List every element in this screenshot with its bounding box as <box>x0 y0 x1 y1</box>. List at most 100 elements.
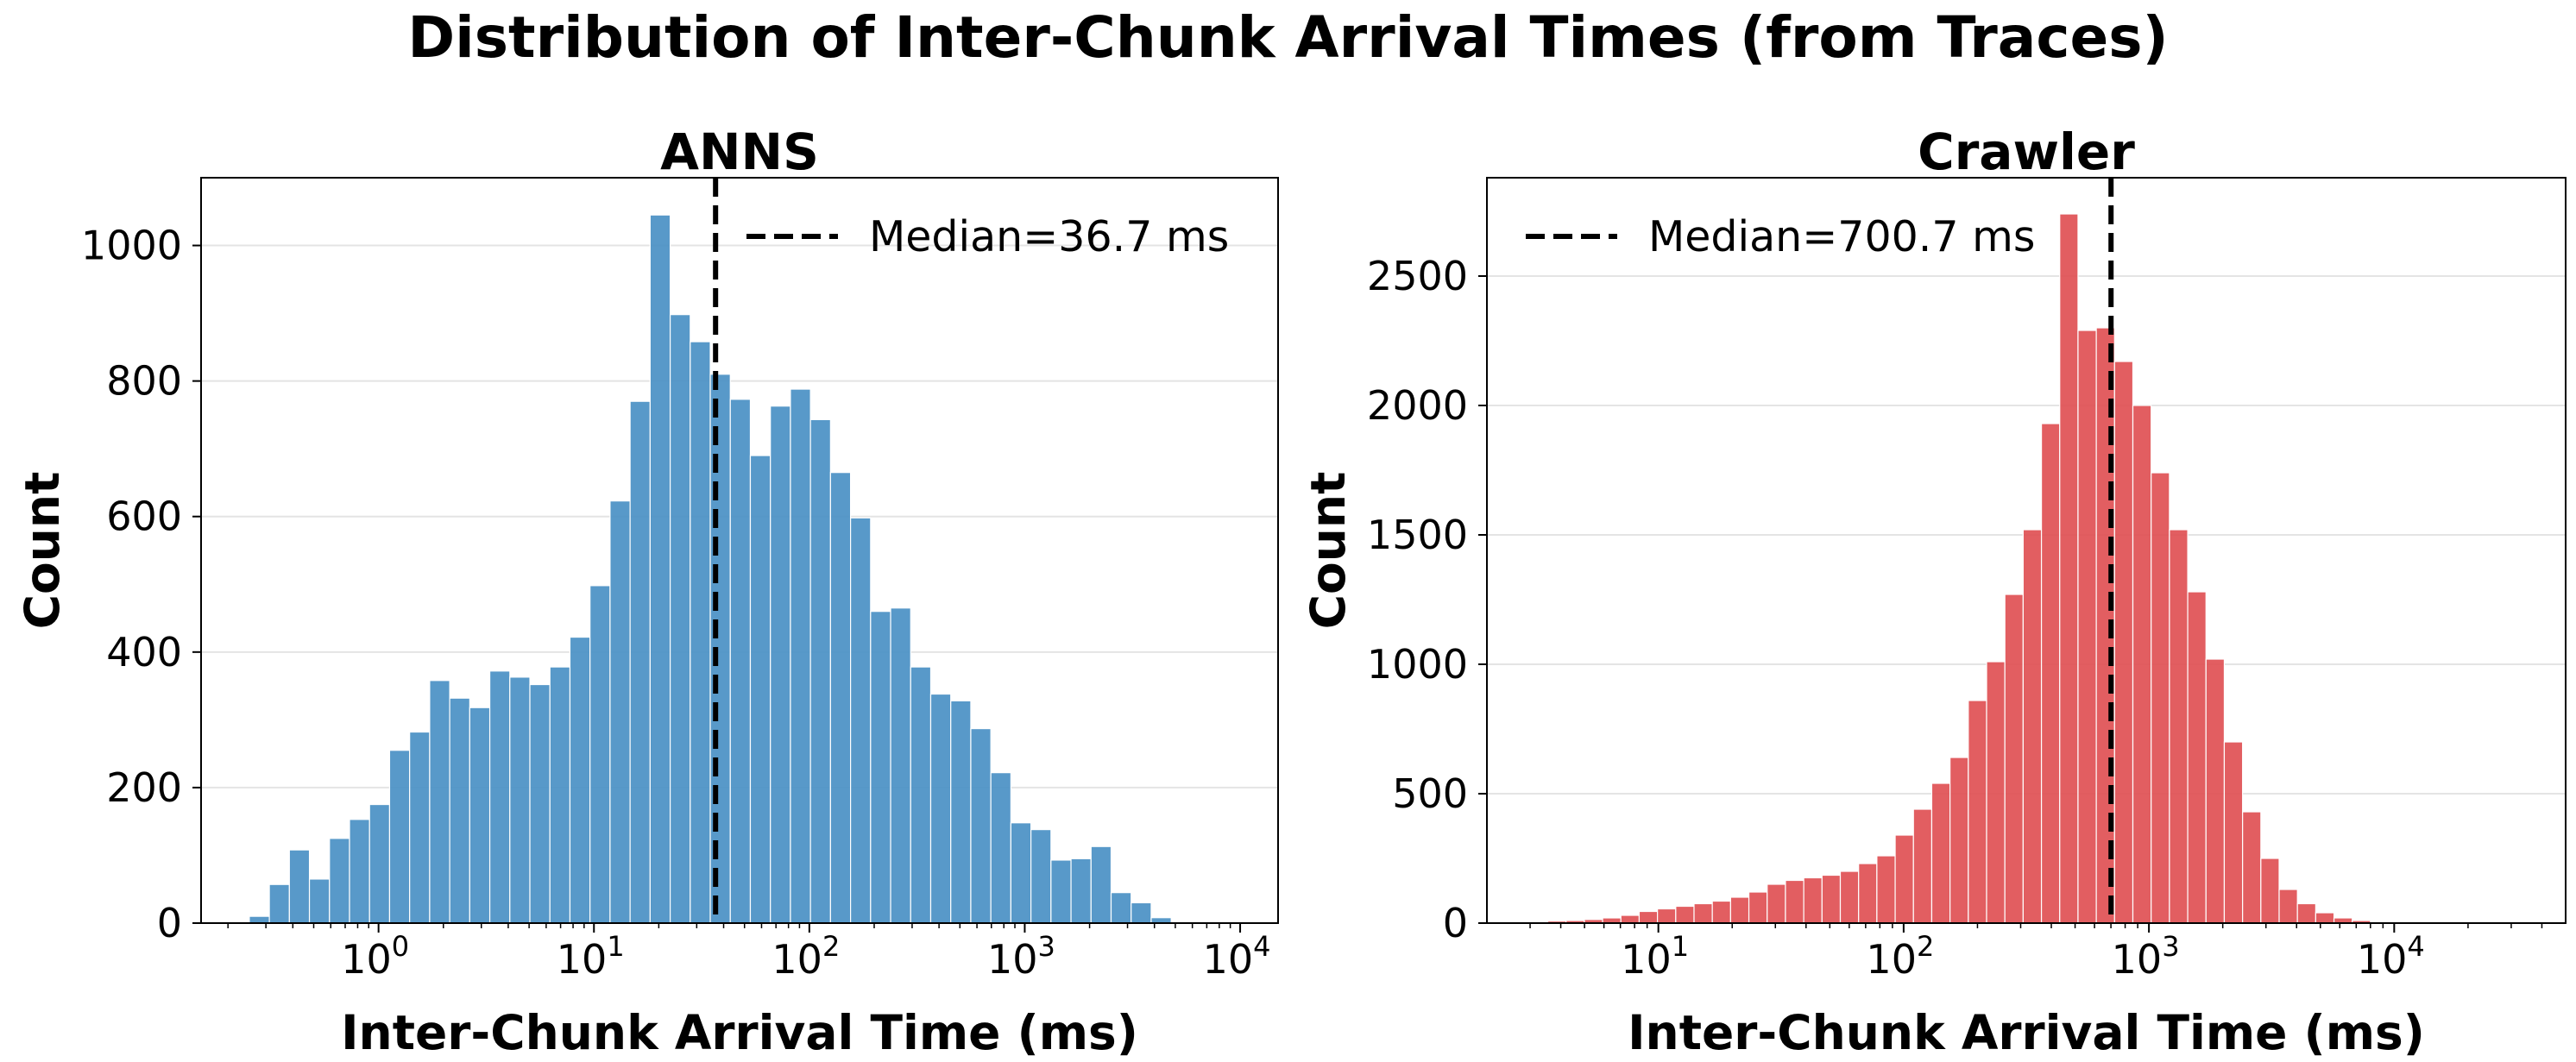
y-tick-label: 400 <box>106 629 182 676</box>
histogram-bar <box>1050 859 1072 924</box>
histogram-bar <box>1693 902 1713 924</box>
histogram-bar <box>449 697 470 924</box>
histogram-bar <box>268 883 290 924</box>
histogram-bar <box>1675 905 1695 924</box>
x-tick-label: 102 <box>1866 930 1934 983</box>
subplot-title: ANNS <box>660 123 819 181</box>
x-tick-label: 100 <box>341 930 409 983</box>
y-axis-label: Count <box>15 472 70 630</box>
histogram-bar <box>589 585 611 924</box>
histogram-bar <box>1638 910 1659 924</box>
histogram-bar <box>829 472 852 924</box>
histogram-bar <box>349 819 370 924</box>
histogram-bar <box>849 517 872 924</box>
x-tick-label: 103 <box>2112 930 2180 983</box>
legend-median-label: Median=700.7 ms <box>1648 212 2035 261</box>
histogram-bar <box>2059 213 2079 924</box>
histogram-bar <box>770 405 791 924</box>
histogram-bar <box>308 878 331 924</box>
histogram-bar <box>529 683 551 924</box>
histogram-bar <box>329 838 350 924</box>
histogram-bar <box>1912 808 1933 924</box>
histogram-bar <box>2169 529 2189 924</box>
histogram-bar <box>2187 591 2207 924</box>
histogram-bar <box>509 676 531 924</box>
x-axis-label: Inter-Chunk Arrival Time (ms) <box>1628 1005 2425 1060</box>
histogram-bar <box>929 693 952 924</box>
plot-frame <box>1486 177 2567 924</box>
histogram-bar <box>2223 741 2244 924</box>
y-axis-label: Count <box>1301 472 1356 630</box>
y-tick-label: 1500 <box>1367 512 1468 558</box>
histogram-bar <box>1729 896 1750 924</box>
histogram-bar <box>1657 908 1677 924</box>
histogram-bar <box>1876 855 1896 924</box>
y-tick-label: 600 <box>106 493 182 540</box>
histogram-bar <box>469 707 491 924</box>
histogram-bar <box>2260 858 2280 924</box>
histogram-bar <box>2296 902 2316 924</box>
histogram-bar <box>1894 834 1914 924</box>
histogram-bar <box>669 314 691 924</box>
histogram-bar <box>1767 883 1786 924</box>
histogram-bar <box>569 636 591 924</box>
histogram-bar <box>790 388 811 924</box>
histogram-bar <box>1010 822 1032 924</box>
histogram-bar <box>1949 757 1969 924</box>
histogram-bar <box>1620 914 1641 924</box>
histogram-bar <box>429 680 450 924</box>
figure-title: Distribution of Inter-Chunk Arrival Time… <box>407 4 2169 71</box>
histogram-bar <box>609 500 631 924</box>
histogram-bar <box>1711 900 1731 924</box>
histogram-bar <box>910 666 932 924</box>
histogram-bar <box>809 418 831 924</box>
y-tick-label: 1000 <box>81 223 182 269</box>
histogram-bar <box>970 727 992 924</box>
x-tick-label: 104 <box>2357 930 2425 983</box>
histogram-bar <box>1986 661 2006 924</box>
histogram-bar <box>1858 863 1878 924</box>
histogram-bar <box>2077 330 2097 924</box>
y-tick-label: 0 <box>157 900 182 946</box>
histogram-bar <box>1748 891 1768 924</box>
histogram-bar <box>2315 912 2335 924</box>
histogram-bar <box>1785 879 1804 924</box>
histogram-bar <box>950 700 972 924</box>
histogram-bar <box>2278 889 2298 924</box>
y-tick-label: 1000 <box>1367 641 1468 688</box>
histogram-bar <box>870 611 891 924</box>
histogram-bar <box>2004 594 2024 924</box>
histogram-bar <box>1803 877 1823 924</box>
histogram-bar <box>368 803 391 924</box>
y-tick-label: 500 <box>1392 770 1468 817</box>
plot-frame <box>200 177 1279 924</box>
histogram-bar <box>488 670 511 924</box>
y-tick-label: 200 <box>106 764 182 811</box>
subplot-title: Crawler <box>1918 123 2135 181</box>
histogram-bar <box>549 666 571 924</box>
histogram-bar <box>690 341 711 924</box>
crawler-histogram-panel: 0 500 1000 1500 2000 2500 101 102 103 104 Crawler I… <box>1301 123 2567 1060</box>
histogram-bar <box>288 849 311 924</box>
histogram-bar <box>1839 870 1860 924</box>
histogram-bar <box>2205 658 2226 924</box>
histogram-bar <box>649 214 671 924</box>
legend-median-label: Median=36.7 ms <box>869 212 1229 261</box>
histogram-bar <box>729 399 752 924</box>
histogram-bar <box>1821 874 1842 924</box>
histogram-bar <box>1110 892 1132 924</box>
histogram-bar <box>890 607 911 924</box>
histogram-bar <box>388 750 411 924</box>
x-tick-label: 104 <box>1203 930 1271 983</box>
y-tick-label: 800 <box>106 358 182 405</box>
x-axis-label: Inter-Chunk Arrival Time (ms) <box>341 1005 1138 1060</box>
histogram-bar <box>1030 829 1052 924</box>
x-tick-label: 101 <box>557 930 625 983</box>
histogram-bar <box>1930 782 1951 924</box>
x-tick-label: 101 <box>1621 930 1689 983</box>
histogram-bar <box>2151 472 2170 924</box>
histogram-bar <box>629 400 651 924</box>
histogram-bar <box>1070 858 1092 924</box>
histogram-bar <box>2113 361 2134 924</box>
